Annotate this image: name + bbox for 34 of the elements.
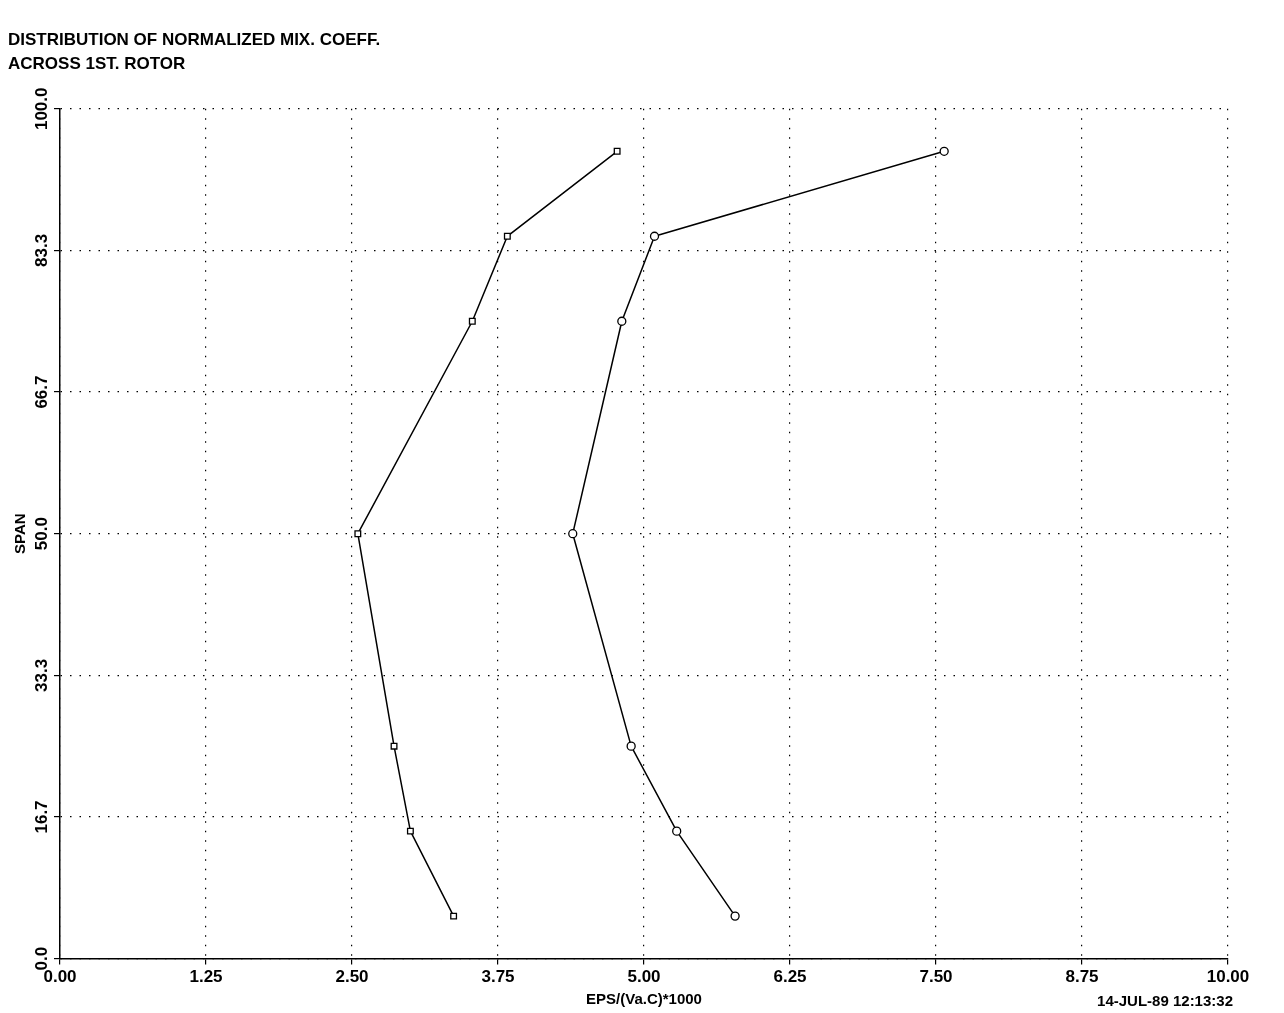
point: [613, 147, 621, 155]
y-tick-label: 50.0: [32, 517, 52, 551]
point: [649, 231, 660, 241]
point: [354, 530, 362, 538]
x-tick-label: 2.50: [335, 967, 369, 987]
point: [672, 826, 682, 836]
point: [390, 742, 398, 750]
point: [730, 911, 740, 921]
point: [450, 912, 458, 920]
x-axis-title: EPS/(Va.C)*1000: [586, 990, 702, 1008]
text: 14-JUL-89 12:13:32: [1097, 991, 1233, 1009]
point: [626, 741, 636, 751]
y-tick-label: 83.3: [32, 233, 52, 267]
point: [468, 317, 476, 325]
point: [406, 827, 414, 835]
x-tick-label: 8.75: [1065, 967, 1099, 987]
y-tick-label: 0.0: [32, 946, 52, 971]
y-tick-label: 66.7: [32, 375, 52, 409]
y-tick-label: 100.0: [32, 87, 52, 131]
y-axis-title: SPAN: [11, 513, 29, 554]
x-tick-label: 1.25: [189, 967, 223, 987]
x-tick-label: 7.50: [919, 967, 953, 987]
x-tick-label: 5.00: [627, 967, 661, 987]
x-tick-label: 6.25: [773, 967, 807, 987]
y-tick-label: 16.7: [32, 800, 52, 834]
point: [503, 232, 511, 240]
chart-subtitle: ACROSS 1ST. ROTOR: [8, 54, 186, 74]
x-tick-label: 10.00: [1206, 967, 1250, 987]
point: [617, 316, 627, 326]
x-tick-label: 3.75: [481, 967, 515, 987]
point: [568, 529, 578, 539]
point: [939, 146, 949, 156]
chart-title: DISTRIBUTION OF NORMALIZED MIX. COEFF.: [8, 29, 381, 49]
y-tick-label: 33.3: [32, 658, 52, 692]
